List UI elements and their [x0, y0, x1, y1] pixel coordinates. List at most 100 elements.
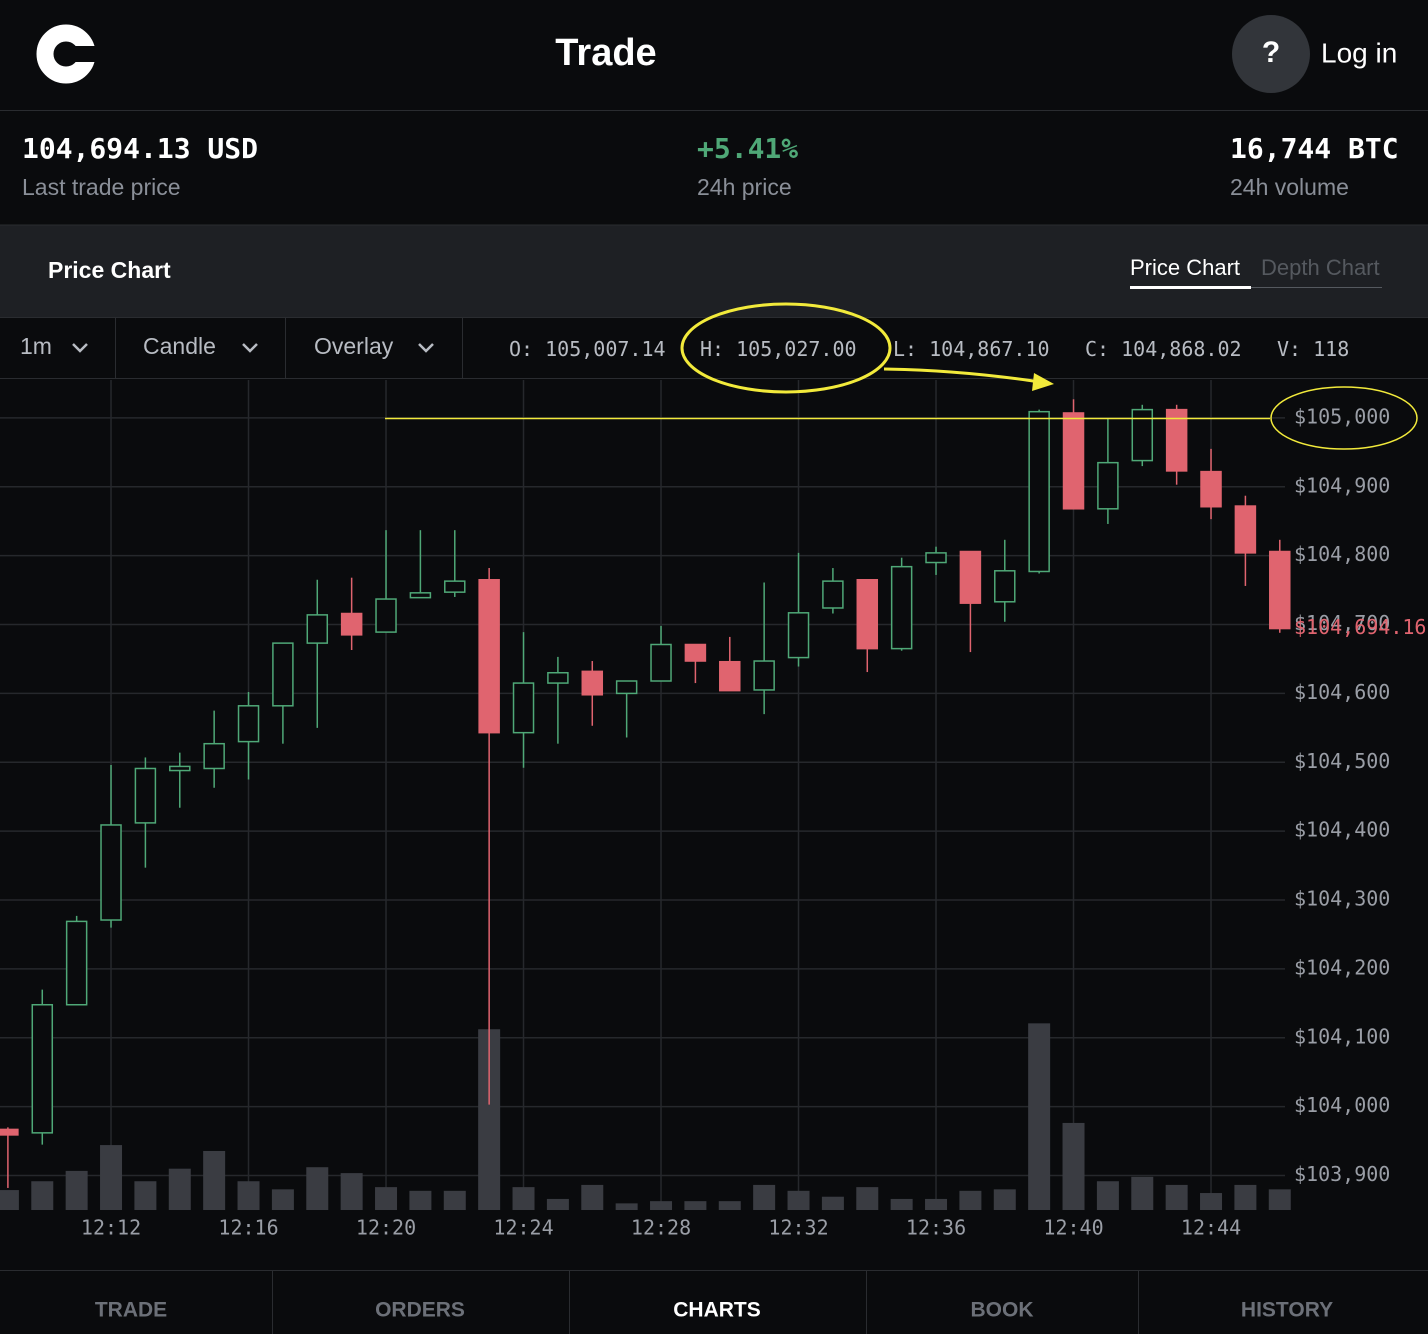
volume-bar [512, 1187, 535, 1210]
panel-title: Price Chart [48, 257, 171, 283]
tab-underline [1130, 286, 1251, 289]
logo[interactable] [36, 24, 100, 84]
x-tick-label: 12:44 [1181, 1216, 1241, 1240]
volume-bar [1131, 1176, 1154, 1210]
candle-body [1028, 410, 1050, 573]
candle-body [478, 579, 500, 734]
readout-value: 105,027.00 [736, 337, 856, 361]
help-icon[interactable]: ? [1262, 36, 1280, 69]
candle-body [65, 920, 88, 1006]
volume-bar [959, 1190, 982, 1210]
candle-body [856, 579, 879, 650]
x-tick-label: 12:28 [631, 1216, 691, 1240]
style-select[interactable]: Candle [143, 333, 216, 359]
tab[interactable]: Price Chart [1130, 255, 1240, 280]
volume-bar [0, 1190, 19, 1210]
volume-bar [615, 1203, 638, 1210]
candle-body [994, 570, 1016, 603]
candle-body [719, 660, 741, 692]
tab[interactable]: Depth Chart [1261, 255, 1380, 280]
y-tick-label: $104,400 [1294, 818, 1390, 842]
x-tick-label: 12:12 [81, 1216, 141, 1240]
interval-select[interactable]: 1m [20, 333, 52, 359]
candle-body [169, 765, 191, 772]
y-tick-label: $104,300 [1294, 887, 1390, 911]
candle-body [547, 671, 569, 684]
x-tick-label: 12:16 [218, 1216, 278, 1240]
overlay-select[interactable]: Overlay [314, 333, 394, 359]
y-tick-label: $104,000 [1294, 1093, 1390, 1117]
annotations [385, 302, 1418, 450]
volume-bar [753, 1184, 776, 1210]
volume-bar [409, 1190, 432, 1210]
panel-bar [0, 225, 1428, 317]
volume-bar [65, 1170, 88, 1210]
readout-key: C: [1085, 337, 1109, 361]
candle-body [375, 598, 397, 633]
nav-item[interactable]: CHARTS [673, 1299, 761, 1322]
chevron [72, 343, 88, 353]
y-tick-label: $104,200 [1294, 955, 1390, 979]
volume-bar [375, 1187, 398, 1210]
page-title: Trade [555, 32, 656, 74]
readout: C: 104,868.02 [1085, 337, 1242, 361]
volume-bar [1096, 1181, 1119, 1210]
header [0, 0, 1428, 110]
x-tick-label: 12:20 [356, 1216, 416, 1240]
y-tick-label: $105,000 [1294, 404, 1390, 428]
readout: O: 105,007.14 [509, 337, 666, 361]
stat-value: 16,744 BTC [1230, 132, 1399, 165]
candle-body [1234, 505, 1257, 554]
ohlc-readout: O: 105,007.14 H: 105,027.00 L: 104,867.1… [509, 337, 1349, 361]
y-tick-label: $104,500 [1294, 749, 1390, 773]
stat-label: 24h volume [1230, 174, 1349, 200]
highlight-ellipse [680, 302, 892, 394]
readout-value: 104,868.02 [1121, 337, 1241, 361]
volume-bar [271, 1189, 294, 1210]
volume-bar [1234, 1184, 1257, 1210]
nav-item[interactable]: TRADE [95, 1299, 167, 1322]
volume-bar [31, 1181, 54, 1210]
candle-body [787, 612, 810, 659]
x-tick-label: 12:40 [1043, 1216, 1103, 1240]
x-tick-label: 12:24 [493, 1216, 553, 1240]
candle-body [1062, 412, 1085, 510]
candle-body [272, 642, 294, 707]
stat-label: Last trade price [22, 174, 181, 200]
candle-body [822, 580, 844, 609]
volume-bar [340, 1173, 363, 1210]
volume-bar [1165, 1184, 1188, 1210]
login-button[interactable]: Log in [1321, 37, 1397, 68]
readout-key: V: [1277, 337, 1301, 361]
candle-body [31, 1003, 54, 1134]
volume-bar [203, 1150, 226, 1210]
readout: H: 105,027.00 [700, 337, 857, 361]
candle-body [1131, 408, 1154, 462]
volume-bar [306, 1167, 329, 1210]
candle-body [1200, 470, 1222, 508]
chevron [418, 343, 434, 353]
y-tick-label: $104,800 [1294, 542, 1390, 566]
y-tick-label: $104,700 [1294, 611, 1390, 635]
nav-item[interactable]: ORDERS [375, 1299, 465, 1322]
volume-bar [443, 1190, 466, 1210]
readout-key: H: [700, 337, 724, 361]
chevron [242, 343, 258, 353]
candle-body [100, 824, 122, 921]
candle-body [650, 643, 672, 682]
nav-item[interactable]: HISTORY [1241, 1299, 1333, 1322]
arrow [883, 367, 1041, 384]
candle-body [306, 614, 329, 644]
volume-bar [787, 1190, 810, 1210]
candle-body [340, 612, 363, 636]
volume-bar [581, 1184, 604, 1210]
volume-bar [925, 1198, 948, 1210]
volume-bar [821, 1196, 844, 1210]
candle-body [134, 767, 157, 824]
nav-item[interactable]: BOOK [971, 1299, 1034, 1322]
volume-bar [134, 1181, 157, 1210]
help-button[interactable] [1232, 15, 1310, 93]
volume-bar [1268, 1189, 1291, 1210]
volume-bar [993, 1189, 1016, 1210]
